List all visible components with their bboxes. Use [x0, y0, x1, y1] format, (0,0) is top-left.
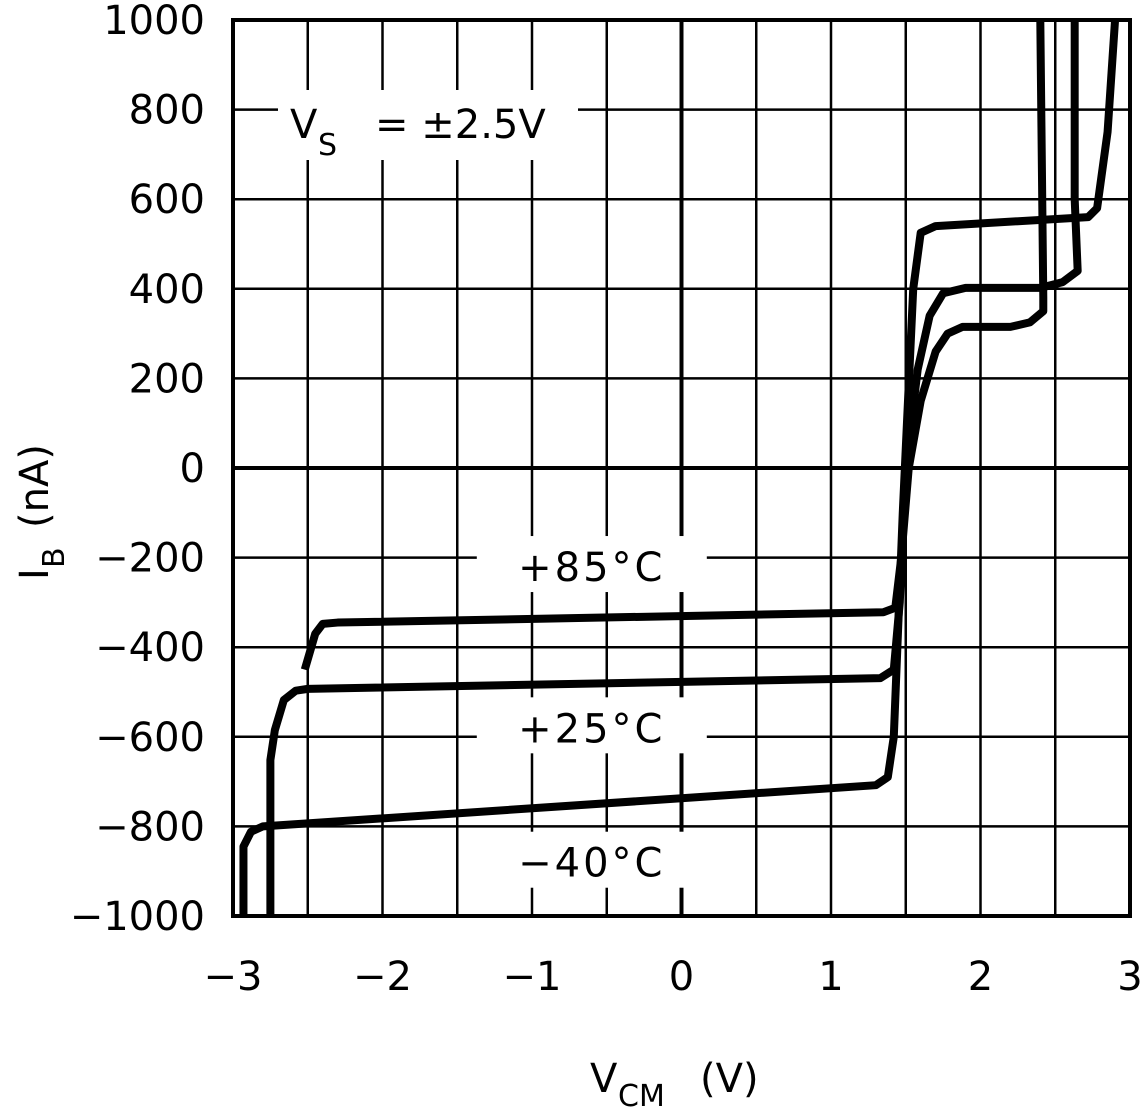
x-tick-label: −1 — [503, 954, 562, 1000]
annotation-v: V — [290, 102, 318, 148]
y-tick-label: −800 — [95, 804, 205, 850]
svg-text:(nA): (nA) — [12, 444, 58, 528]
series-label: +85°C — [518, 545, 665, 591]
x-tick-label: 3 — [1117, 954, 1141, 1000]
y-tick-label: 1000 — [103, 0, 205, 44]
y-axis-label: I B (nA) — [12, 444, 72, 580]
y-tick-label: 600 — [129, 177, 205, 223]
series-label: −40°C — [518, 841, 665, 887]
y-tick-label: −200 — [95, 536, 205, 582]
annotation-rest: = ±2.5V — [375, 102, 546, 148]
annotation-vs: V S = ±2.5V — [278, 90, 578, 163]
x-tick-label: −2 — [353, 954, 412, 1000]
series-label-bg — [476, 536, 707, 593]
svg-text:B: B — [37, 547, 72, 568]
x-tick-label: 1 — [818, 954, 843, 1000]
x-tick-label: 2 — [968, 954, 993, 1000]
y-tick-label: 800 — [129, 88, 205, 134]
series-labels: +85°C +25°C −40°C — [476, 536, 707, 888]
svg-text:V: V — [590, 1056, 618, 1102]
x-axis-label: V CM (V) — [590, 1056, 759, 1112]
x-tick-labels: −3 −2 −1 0 1 2 3 — [204, 954, 1141, 1000]
series-label-bg — [476, 697, 707, 754]
svg-text:(V): (V) — [700, 1056, 759, 1102]
x-tick-label: −3 — [204, 954, 263, 1000]
y-tick-label: −600 — [95, 715, 205, 761]
series-line--40°C — [239, 19, 1120, 916]
x-tick-label: 0 — [669, 954, 694, 1000]
series-group — [239, 19, 1120, 916]
svg-text:CM: CM — [618, 1079, 665, 1112]
series-label: +25°C — [518, 706, 665, 752]
y-tick-labels: 1000 800 600 400 200 0 −200 −400 −600 −800 −1000 — [70, 0, 205, 940]
y-tick-label: 200 — [129, 356, 205, 402]
y-tick-label: 0 — [180, 446, 205, 492]
svg-text:I: I — [12, 568, 58, 580]
plot-frame — [231, 18, 1132, 918]
series-line-+85°C — [300, 19, 1048, 671]
y-tick-label: −400 — [95, 625, 205, 671]
annotation-sub: S — [318, 128, 337, 163]
y-tick-label: 400 — [129, 267, 205, 313]
series-label-bg — [476, 831, 707, 888]
y-tick-label: −1000 — [70, 894, 205, 940]
